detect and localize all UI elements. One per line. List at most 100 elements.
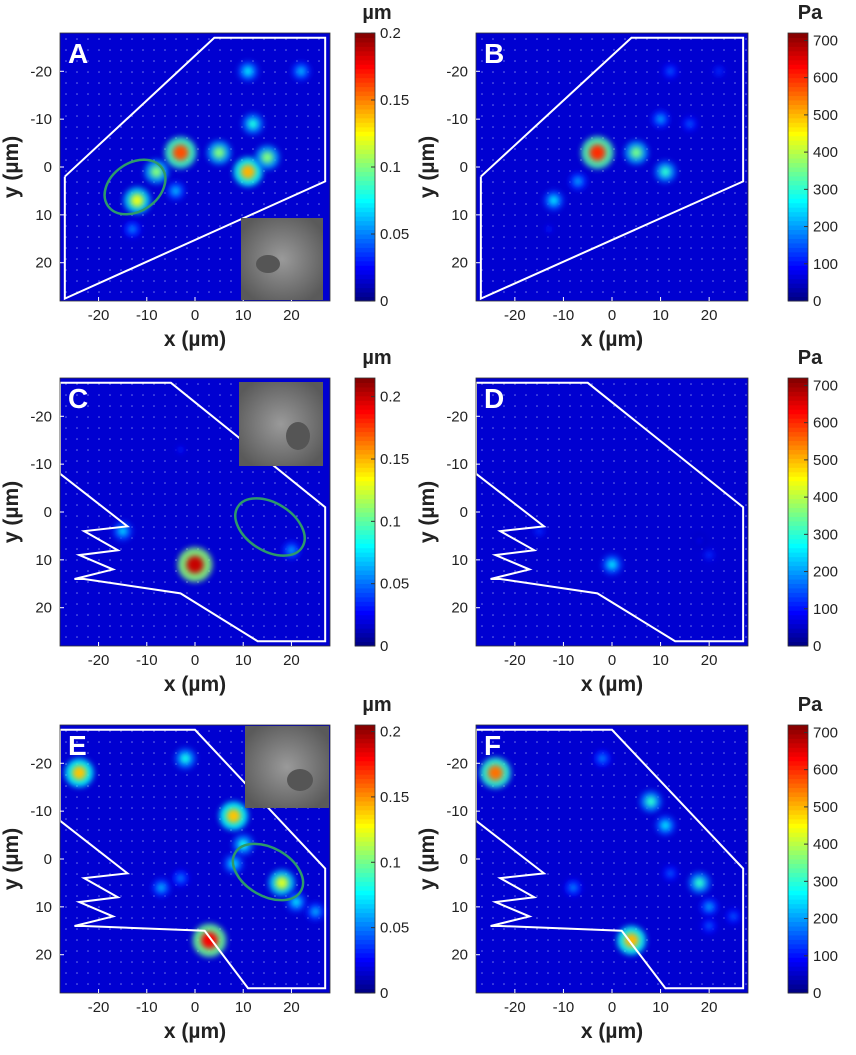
field-dot [296,93,298,95]
field-dot [690,851,692,853]
field-dot [569,515,571,517]
field-dot [76,38,78,40]
field-dot [230,928,232,930]
field-dot [481,972,483,974]
field-dot [492,236,494,238]
field-dot [712,972,714,974]
field-dot [602,115,604,117]
field-dot [745,504,747,506]
field-dot [690,895,692,897]
field-dot [536,851,538,853]
field-dot [87,148,89,150]
field-dot [646,236,648,238]
field-dot [142,504,144,506]
field-dot [175,49,177,51]
y-tick-label: -20 [446,755,468,772]
field-dot [591,829,593,831]
field-dot [197,515,199,517]
field-dot [164,592,166,594]
field-dot [635,636,637,638]
x-tick-label: -20 [88,307,110,324]
field-dot [208,394,210,396]
field-dot [230,796,232,798]
field-dot [723,592,725,594]
field-dot [613,126,615,128]
field-dot [591,603,593,605]
field-dot [536,840,538,842]
field-dot [624,840,626,842]
field-dot [307,170,309,172]
field-dot [164,493,166,495]
field-dot [679,449,681,451]
field-dot [723,961,725,963]
hotspot [243,66,254,77]
colorbar-tick-label: 600 [813,70,838,87]
field-dot [197,38,199,40]
field-dot [120,829,122,831]
field-dot [142,181,144,183]
field-dot [624,807,626,809]
field-dot [514,862,516,864]
colorbar-tick-label: 0.1 [380,159,401,176]
field-dot [230,741,232,743]
field-dot [525,785,527,787]
field-dot [613,247,615,249]
field-dot [230,192,232,194]
field-dot [109,774,111,776]
colorbar-step [788,930,808,936]
field-dot [503,427,505,429]
field-dot [274,559,276,561]
field-dot [591,236,593,238]
field-dot [679,126,681,128]
field-dot [536,983,538,985]
field-dot [558,515,560,517]
field-dot [701,203,703,205]
colorbar-step [788,747,808,753]
field-dot [547,873,549,875]
field-dot [109,796,111,798]
field-dot [624,482,626,484]
colorbar-step [355,458,375,464]
field-dot [635,774,637,776]
field-dot [690,862,692,864]
field-dot [646,438,648,440]
field-dot [186,917,188,919]
field-dot [635,917,637,919]
field-dot [492,482,494,484]
field-dot [186,280,188,282]
colorbar-step [355,296,375,302]
colorbar-step [355,872,375,878]
field-dot [175,625,177,627]
field-dot [668,225,670,227]
field-dot [525,895,527,897]
field-dot [98,592,100,594]
field-dot [525,137,527,139]
field-dot [624,829,626,831]
field-dot [76,280,78,282]
colorbar-step [355,59,375,65]
field-dot [481,526,483,528]
x-tick-label: 10 [235,652,252,669]
field-dot [580,741,582,743]
field-dot [569,840,571,842]
field-dot [613,763,615,765]
colorbar-step [355,50,375,56]
field-dot [503,862,505,864]
colorbar-step [355,418,375,424]
colorbar-step [355,899,375,905]
field-dot [219,438,221,440]
field-dot [547,181,549,183]
field-dot [536,225,538,227]
field-dot [131,49,133,51]
field-dot [701,796,703,798]
field-dot [624,225,626,227]
field-dot [76,416,78,418]
field-dot [208,592,210,594]
field-dot [175,796,177,798]
field-dot [723,570,725,572]
field-dot [503,829,505,831]
field-dot [591,438,593,440]
y-tick-label: 20 [35,255,52,272]
field-dot [514,60,516,62]
y-tick-label: -20 [446,63,468,80]
